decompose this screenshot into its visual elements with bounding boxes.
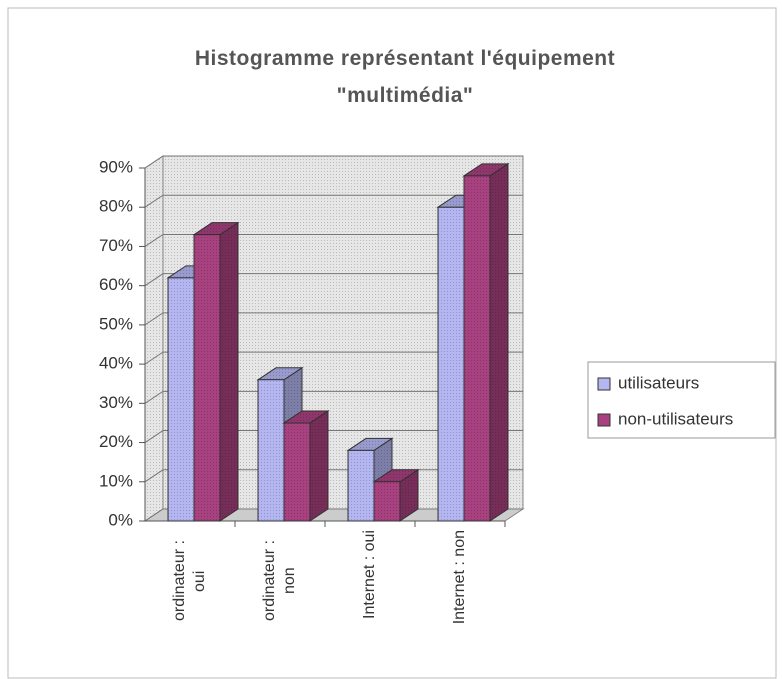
grid-line: [144, 430, 523, 443]
legend-swatch: [597, 413, 611, 427]
grid-line: [144, 273, 523, 287]
side-wall: [144, 155, 164, 522]
y-tick-label: 70%: [99, 236, 133, 255]
y-tick-label: 40%: [99, 354, 133, 373]
bar: [462, 162, 510, 522]
x-tick-label: ordinateur : non: [261, 540, 298, 622]
x-tick-label: Internet : oui: [361, 530, 378, 619]
legend-label: utilisateurs: [618, 373, 699, 392]
grid-line: [144, 312, 523, 326]
y-tick-label: 50%: [99, 314, 133, 333]
x-tick-label: ordinateur : oui: [171, 540, 208, 622]
chart-frame: [7, 7, 777, 679]
bar: [372, 468, 420, 522]
grid-line: [144, 351, 523, 365]
grid-line: [144, 390, 523, 404]
legend-label: non-utilisateurs: [618, 409, 733, 428]
y-tick-label: 60%: [99, 275, 133, 294]
chart-title: Histogramme représentant l'équipement "m…: [194, 47, 616, 107]
y-tick-label: 30%: [99, 393, 133, 412]
bar: [192, 221, 240, 522]
bar: [282, 410, 330, 522]
y-tick-label: 80%: [99, 197, 133, 216]
y-tick-label: 90%: [99, 157, 133, 176]
grid-line: [144, 194, 523, 208]
y-tick-label: 10%: [99, 471, 133, 490]
legend-swatch: [597, 377, 611, 391]
grid-line: [144, 233, 523, 247]
y-tick-label: 20%: [99, 432, 133, 451]
x-tick-label: Internet : non: [451, 530, 468, 625]
y-tick-label: 0%: [108, 510, 133, 529]
legend-box: [587, 361, 776, 439]
grid-line: [144, 155, 523, 169]
